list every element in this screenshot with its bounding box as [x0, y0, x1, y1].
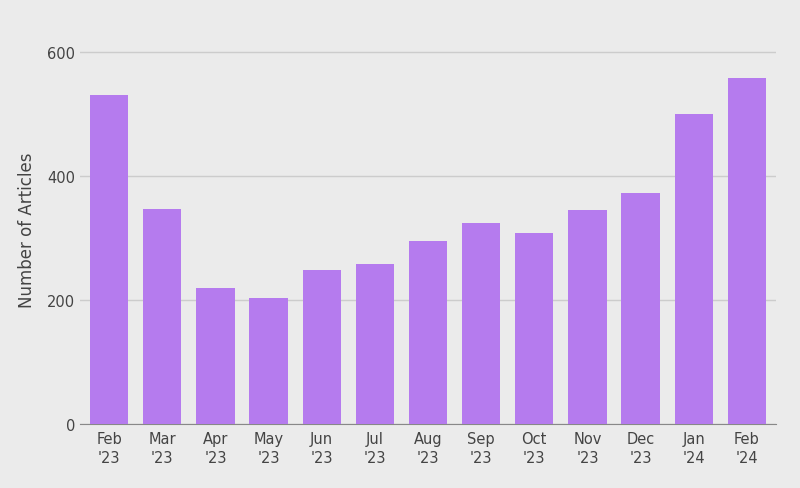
Bar: [90, 96, 128, 425]
Bar: [622, 193, 660, 425]
Y-axis label: Number of Articles: Number of Articles: [18, 152, 36, 307]
Bar: [356, 264, 394, 425]
Bar: [250, 299, 288, 425]
Bar: [302, 271, 341, 425]
Bar: [462, 223, 500, 425]
Bar: [515, 234, 554, 425]
Bar: [143, 209, 182, 425]
Bar: [568, 211, 606, 425]
Bar: [674, 115, 713, 425]
Bar: [728, 79, 766, 425]
Bar: [409, 242, 447, 425]
Bar: [196, 288, 234, 425]
